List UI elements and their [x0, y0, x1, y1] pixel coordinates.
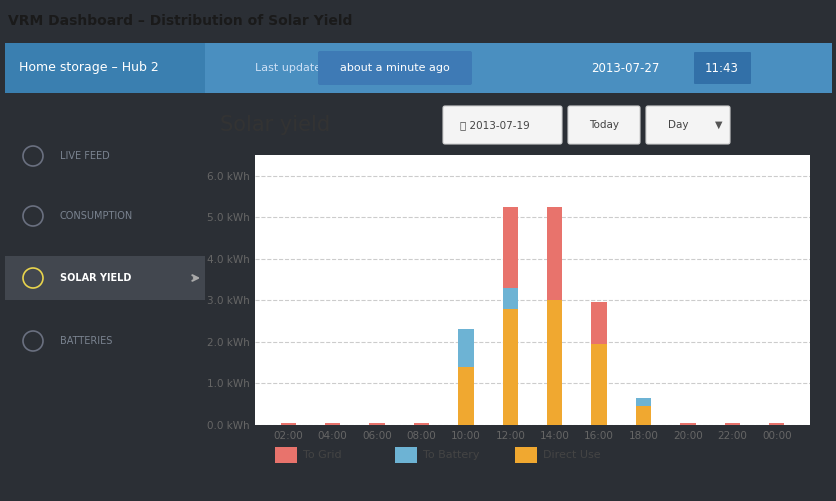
- Bar: [590, 303, 606, 344]
- Text: To Grid: To Grid: [303, 450, 341, 460]
- Bar: [395, 447, 416, 463]
- Bar: [5, 256, 205, 300]
- Text: LIVE FEED: LIVE FEED: [60, 151, 110, 161]
- Bar: [768, 423, 783, 425]
- FancyBboxPatch shape: [318, 51, 472, 85]
- Bar: [275, 447, 297, 463]
- Text: about a minute ago: about a minute ago: [339, 63, 449, 73]
- Bar: [546, 301, 562, 425]
- Bar: [680, 423, 695, 425]
- Bar: [369, 423, 385, 425]
- Text: Day: Day: [667, 120, 687, 130]
- Text: ▼: ▼: [714, 120, 721, 130]
- Bar: [502, 207, 517, 288]
- Text: Last update: Last update: [255, 63, 321, 73]
- Text: BATTERIES: BATTERIES: [60, 336, 112, 346]
- Bar: [546, 207, 562, 301]
- Bar: [324, 423, 340, 425]
- FancyBboxPatch shape: [442, 106, 561, 144]
- FancyBboxPatch shape: [645, 106, 729, 144]
- Bar: [280, 423, 296, 425]
- Bar: [205, 43, 831, 93]
- Bar: [5, 43, 205, 93]
- FancyBboxPatch shape: [693, 52, 750, 84]
- Text: Direct Use: Direct Use: [543, 450, 600, 460]
- Text: Home storage – Hub 2: Home storage – Hub 2: [19, 62, 159, 75]
- Text: VRM Dashboard – Distribution of Solar Yield: VRM Dashboard – Distribution of Solar Yi…: [8, 14, 352, 28]
- Bar: [457, 367, 473, 425]
- FancyBboxPatch shape: [568, 106, 640, 144]
- Bar: [502, 309, 517, 425]
- Text: 2013-07-27: 2013-07-27: [590, 62, 659, 75]
- Text: Today: Today: [589, 120, 619, 130]
- Bar: [457, 330, 473, 367]
- Bar: [514, 447, 537, 463]
- Bar: [502, 288, 517, 309]
- Text: To Battery: To Battery: [422, 450, 479, 460]
- Bar: [590, 344, 606, 425]
- Bar: [635, 398, 650, 406]
- Text: SOLAR YIELD: SOLAR YIELD: [60, 273, 131, 283]
- Text: CONSUMPTION: CONSUMPTION: [60, 211, 133, 221]
- Bar: [635, 406, 650, 425]
- Bar: [724, 423, 739, 425]
- Text: ⧈ 2013-07-19: ⧈ 2013-07-19: [460, 120, 529, 130]
- Bar: [413, 423, 429, 425]
- Text: Solar yield: Solar yield: [220, 115, 329, 135]
- Text: 11:43: 11:43: [704, 62, 738, 75]
